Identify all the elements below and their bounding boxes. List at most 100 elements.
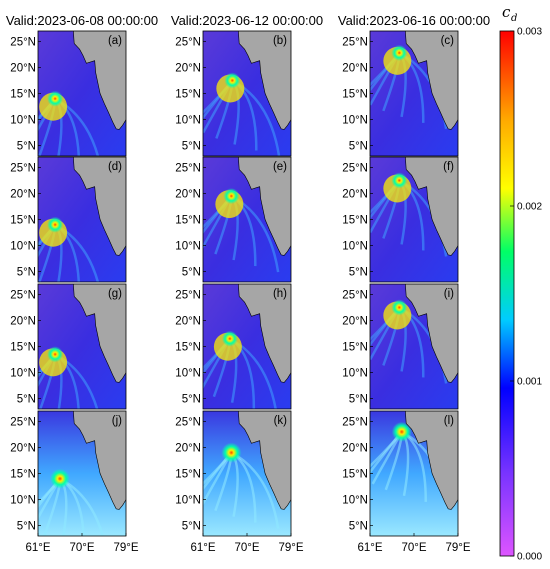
cyclone-core: [224, 72, 241, 89]
island: [129, 121, 131, 141]
colorbar-label: c: [502, 3, 511, 21]
land-mass: [73, 284, 126, 383]
map-panel: (k) 25°N 20°N 15°N 10°N 5°N 61°E 70°E 79°E: [175, 410, 304, 554]
y-tick-label: 20°N: [342, 315, 368, 327]
y-tick-label: 20°N: [175, 188, 201, 200]
y-tick-label: 15°N: [342, 215, 368, 227]
panel-label: (l): [444, 415, 454, 427]
y-tick-label: 10°N: [175, 368, 201, 380]
y-tick-label: 20°N: [10, 315, 36, 327]
island: [461, 501, 463, 521]
y-tick-label: 5°N: [349, 141, 368, 153]
y-tick-label: 5°N: [182, 141, 201, 153]
colorbar: c d 0.003 0.002 0.001 0.000: [499, 3, 542, 563]
land-mass: [405, 411, 458, 510]
panel-label: (g): [108, 288, 122, 300]
colorbar-gradient: [499, 30, 515, 557]
y-tick-label: 10°N: [10, 368, 36, 380]
panel-label: (h): [273, 288, 287, 300]
y-tick-label: 10°N: [175, 495, 201, 507]
y-tick-label: 10°N: [175, 115, 201, 127]
y-tick-label: 25°N: [10, 289, 36, 301]
y-tick-label: 15°N: [342, 469, 368, 481]
y-tick-label: 15°N: [10, 215, 36, 227]
y-tick-label: 15°N: [10, 469, 36, 481]
x-tick-label: 79°E: [445, 542, 470, 554]
cyclone-core: [221, 442, 242, 463]
column-title: Valid:2023-06-12 00:00:00: [171, 13, 323, 28]
colorbar-tick-label: 0.000: [517, 552, 542, 563]
land-mass: [238, 284, 291, 383]
colorbar-tick-label: 0.001: [517, 377, 542, 388]
map-panel: (d) 25°N 20°N 15°N 10°N 5°N: [10, 156, 131, 283]
y-tick-label: 20°N: [342, 188, 368, 200]
panel-label: (a): [108, 35, 122, 47]
y-tick-label: 25°N: [175, 416, 201, 428]
y-tick-label: 20°N: [10, 62, 36, 74]
land-mass: [73, 157, 126, 256]
y-tick-label: 10°N: [342, 241, 368, 253]
y-tick-label: 25°N: [10, 36, 36, 48]
map-panel: (l) 25°N 20°N 15°N 10°N 5°N 61°E 70°E 79°E: [342, 410, 471, 554]
column-title: Valid:2023-06-08 00:00:00: [6, 13, 158, 28]
x-tick-label: 70°E: [234, 542, 259, 554]
panel-label: (c): [441, 35, 455, 47]
y-tick-label: 15°N: [175, 215, 201, 227]
panel-label: (i): [444, 288, 454, 300]
y-tick-label: 20°N: [342, 62, 368, 74]
map-panel: (g) 25°N 20°N 15°N 10°N 5°N: [10, 283, 131, 410]
island: [129, 247, 131, 267]
x-tick-label: 61°E: [190, 542, 215, 554]
panel-label: (b): [273, 35, 287, 47]
y-tick-label: 25°N: [175, 36, 201, 48]
y-tick-label: 10°N: [342, 368, 368, 380]
map-panel: (c) 25°N 20°N 15°N 10°N 5°N: [342, 30, 463, 157]
y-tick-label: 15°N: [10, 89, 36, 101]
map-panel: (e) 25°N 20°N 15°N 10°N 5°N: [175, 156, 296, 283]
column-title: Valid:2023-06-16 00:00:00: [338, 13, 490, 28]
cyclone-core: [391, 44, 408, 61]
y-tick-label: 5°N: [17, 394, 36, 406]
y-tick-label: 25°N: [175, 162, 201, 174]
map-panel: (b) 25°N 20°N 15°N 10°N 5°N: [175, 30, 292, 157]
cyclone-core: [50, 468, 70, 489]
y-tick-label: 10°N: [342, 115, 368, 127]
y-tick-label: 25°N: [10, 416, 36, 428]
land-mass: [238, 157, 291, 256]
land-mass: [238, 411, 291, 510]
y-tick-label: 25°N: [342, 416, 368, 428]
land-mass: [405, 157, 458, 256]
y-tick-label: 5°N: [182, 394, 201, 406]
colorbar-tick-label: 0.003: [517, 27, 542, 38]
island: [129, 374, 131, 394]
y-tick-label: 5°N: [349, 521, 368, 533]
y-tick-label: 15°N: [342, 342, 368, 354]
y-tick-label: 15°N: [10, 342, 36, 354]
x-tick-label: 70°E: [69, 542, 94, 554]
map-panel: (j) 25°N 20°N 15°N 10°N 5°N 61°E 70°E 79°E: [10, 410, 139, 554]
y-tick-label: 10°N: [10, 495, 36, 507]
map-panel: (a) 25°N 20°N 15°N 10°N 5°N: [10, 30, 131, 157]
panel-label: (k): [274, 415, 288, 427]
map-panel: (f) 25°N 20°N 15°N 10°N 5°N: [342, 156, 463, 283]
island: [461, 247, 463, 267]
cyclone-core: [391, 299, 408, 316]
y-tick-label: 15°N: [175, 469, 201, 481]
y-tick-label: 5°N: [349, 267, 368, 279]
cyclone-core: [47, 346, 64, 363]
y-tick-label: 20°N: [175, 315, 201, 327]
y-tick-label: 15°N: [175, 342, 201, 354]
map-panel: (i) 25°N 20°N 15°N 10°N 5°N: [342, 283, 459, 410]
land-mass: [73, 411, 126, 510]
land-mass: [238, 31, 291, 130]
y-tick-label: 5°N: [17, 521, 36, 533]
island: [294, 501, 296, 521]
panel-label: (e): [273, 161, 287, 173]
y-tick-label: 5°N: [17, 267, 36, 279]
y-tick-label: 20°N: [175, 62, 201, 74]
cyclone-core: [223, 188, 240, 205]
island: [461, 121, 463, 141]
cyclone-core: [47, 216, 64, 233]
island: [294, 247, 296, 267]
x-tick-label: 61°E: [25, 542, 50, 554]
